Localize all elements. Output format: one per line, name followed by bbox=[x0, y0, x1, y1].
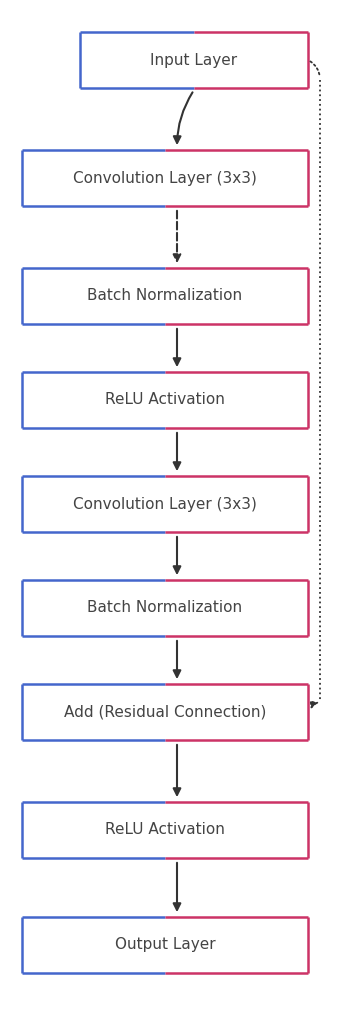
Text: Batch Normalization: Batch Normalization bbox=[87, 289, 242, 303]
FancyBboxPatch shape bbox=[22, 476, 308, 532]
Text: Convolution Layer (3x3): Convolution Layer (3x3) bbox=[73, 497, 257, 512]
Text: Convolution Layer (3x3): Convolution Layer (3x3) bbox=[73, 171, 257, 185]
FancyBboxPatch shape bbox=[22, 580, 308, 636]
FancyBboxPatch shape bbox=[22, 372, 308, 428]
Text: Batch Normalization: Batch Normalization bbox=[87, 600, 242, 615]
FancyBboxPatch shape bbox=[22, 150, 308, 206]
Text: Input Layer: Input Layer bbox=[151, 52, 237, 68]
FancyBboxPatch shape bbox=[22, 918, 308, 973]
Text: ReLU Activation: ReLU Activation bbox=[105, 392, 225, 408]
Text: Output Layer: Output Layer bbox=[115, 938, 215, 952]
FancyBboxPatch shape bbox=[22, 268, 308, 324]
Text: Add (Residual Connection): Add (Residual Connection) bbox=[64, 705, 266, 720]
FancyBboxPatch shape bbox=[80, 32, 308, 88]
FancyBboxPatch shape bbox=[22, 684, 308, 740]
FancyBboxPatch shape bbox=[22, 802, 308, 858]
Text: ReLU Activation: ReLU Activation bbox=[105, 822, 225, 838]
